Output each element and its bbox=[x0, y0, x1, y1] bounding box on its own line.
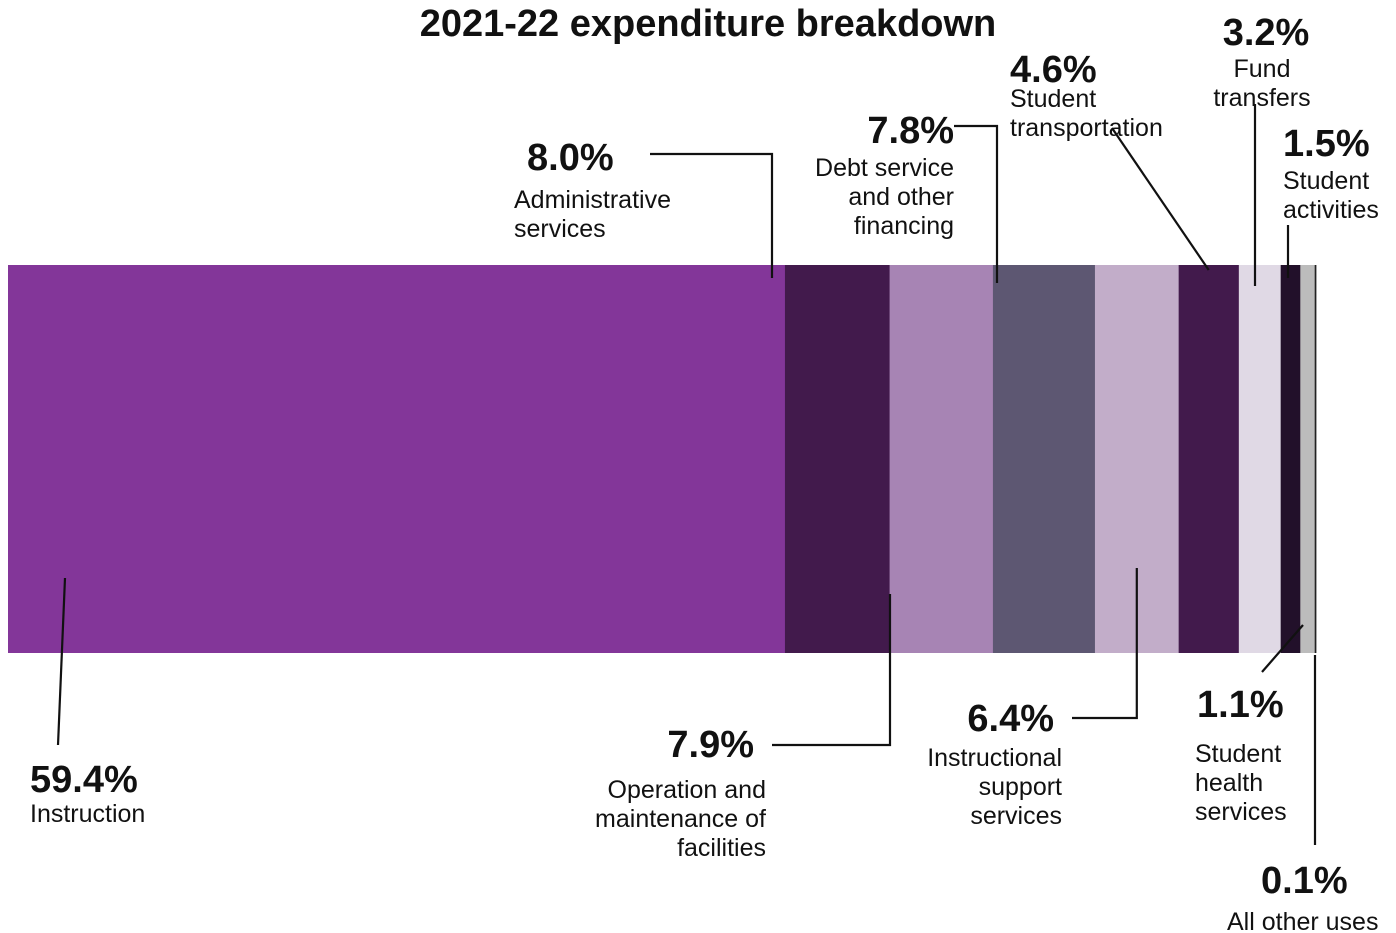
value-label-administrative-services: 8.0% bbox=[527, 137, 614, 179]
bar-segment-all-other-uses bbox=[1314, 265, 1317, 653]
category-label-instructional-support-line-2: support bbox=[979, 773, 1062, 801]
category-label-debt-service-line-1: Debt service bbox=[815, 154, 954, 182]
category-label-all-other-uses: All other uses bbox=[1227, 908, 1378, 933]
segment-labels: 59.4%Instruction8.0%Administrativeservic… bbox=[30, 12, 1379, 933]
bar-segment-operation-maintenance bbox=[889, 265, 994, 653]
leader-line-instructional-support bbox=[1072, 568, 1138, 720]
category-label-student-transportation-line-1: Student bbox=[1010, 85, 1096, 113]
category-label-operation-maintenance-line-1: Operation and bbox=[608, 776, 766, 804]
category-label-debt-service-line-3: financing bbox=[854, 212, 954, 240]
leader-line-administrative-services bbox=[650, 152, 774, 278]
category-label-student-transportation-line-2: transportation bbox=[1010, 114, 1163, 142]
value-label-instruction: 59.4% bbox=[30, 759, 138, 801]
category-label-instructional-support-line-3: services bbox=[970, 802, 1062, 830]
category-label-student-health-line-3: services bbox=[1195, 798, 1287, 826]
category-label-operation-maintenance-line-3: facilities bbox=[677, 834, 766, 862]
leader-line-instruction bbox=[56, 577, 67, 746]
category-label-instructional-support-line-1: Instructional bbox=[927, 744, 1062, 772]
leader-line-student-transportation bbox=[1111, 127, 1210, 271]
category-label-student-activities-line-2: activities bbox=[1283, 196, 1379, 224]
category-label-fund-transfers-line-2: transfers bbox=[1213, 84, 1310, 112]
value-label-student-health: 1.1% bbox=[1197, 684, 1284, 726]
category-label-instruction: Instruction bbox=[30, 800, 145, 828]
chart-title: 2021-22 expenditure breakdown bbox=[420, 3, 997, 45]
leader-lines bbox=[56, 104, 1317, 845]
category-label-student-health-line-2: health bbox=[1195, 769, 1263, 797]
bar-segment-fund-transfers bbox=[1238, 265, 1282, 653]
category-label-operation-maintenance-line-2: maintenance of bbox=[595, 805, 766, 833]
value-label-debt-service: 7.8% bbox=[867, 110, 954, 152]
category-label-administrative-services-line-1: Administrative bbox=[514, 186, 671, 214]
leader-line-debt-service bbox=[954, 124, 999, 283]
bar-segment-student-activities bbox=[1280, 265, 1301, 653]
value-label-fund-transfers: 3.2% bbox=[1223, 12, 1310, 54]
bar-segment-administrative-services bbox=[784, 265, 890, 653]
bar-segment-student-transportation bbox=[1178, 265, 1240, 653]
bar-segment-debt-service bbox=[992, 265, 1096, 653]
category-label-debt-service-line-2: and other bbox=[848, 183, 954, 211]
value-label-student-activities: 1.5% bbox=[1283, 123, 1370, 165]
value-label-all-other-uses: 0.1% bbox=[1261, 860, 1348, 902]
leader-line-student-health bbox=[1261, 624, 1304, 673]
category-label-student-activities-line-1: Student bbox=[1283, 167, 1369, 195]
category-label-administrative-services-line-2: services bbox=[514, 215, 606, 243]
value-label-student-transportation: 4.6% bbox=[1010, 49, 1097, 91]
bar-segment-instruction bbox=[8, 265, 786, 653]
bar-segments bbox=[8, 265, 1317, 653]
bar-segment-student-health bbox=[1300, 265, 1316, 653]
category-label-student-health-line-1: Student bbox=[1195, 740, 1281, 768]
value-label-operation-maintenance: 7.9% bbox=[667, 724, 754, 766]
category-label-fund-transfers-line-1: Fund bbox=[1234, 55, 1291, 83]
value-label-instructional-support: 6.4% bbox=[967, 698, 1054, 740]
leader-line-operation-maintenance bbox=[772, 594, 892, 747]
